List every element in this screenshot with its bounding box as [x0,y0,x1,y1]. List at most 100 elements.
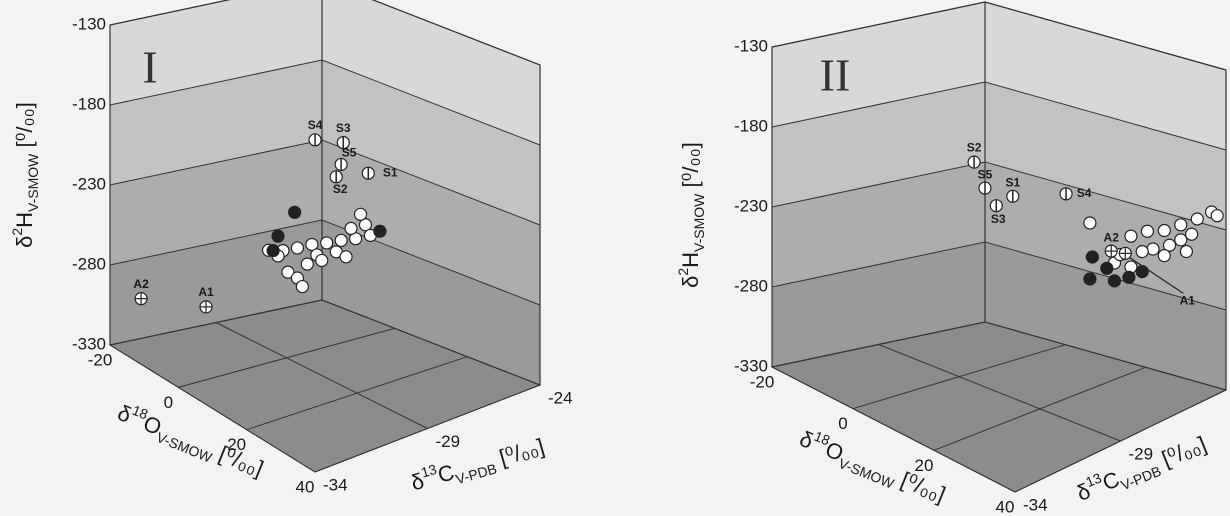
axis-label-part: H [12,212,37,228]
point-marker [300,257,314,271]
point-label: S4 [308,118,323,132]
point-marker [339,250,353,264]
point-marker [271,229,285,243]
point [1122,270,1136,284]
y-tick-label: -34 [1023,495,1048,514]
point [339,250,353,264]
point-marker [1140,224,1155,238]
point-marker [1157,223,1171,238]
panel-label: II [820,50,851,101]
point [1059,187,1073,201]
point [967,155,981,169]
point [1135,264,1149,279]
left-wall-band [110,140,322,265]
z-tick-label: -330 [72,334,106,353]
x-tick-label: 20 [915,456,934,475]
axis-label-part: H [678,252,703,268]
grid-line [771,366,1016,493]
point [288,205,302,219]
point-label: S4 [1077,186,1092,200]
point [1107,274,1122,288]
point [1083,216,1097,230]
grid-line [984,321,1227,391]
point [1135,244,1149,259]
point-label: A1 [1180,293,1196,307]
z-tick-label: -130 [734,36,768,55]
point [1174,233,1188,247]
point [978,181,992,195]
grid-line [878,344,1121,442]
point-label: S3 [991,212,1006,226]
point [361,166,375,180]
point [1118,246,1132,260]
grid-line [771,161,1227,231]
wall-outline [109,0,541,385]
grid-line [109,59,541,146]
leader-line [1128,256,1184,294]
axis-label-part: 13 [1083,469,1104,490]
axis-label-part: [⁰/₀₀] [12,102,37,154]
point [336,135,350,150]
point [334,157,348,172]
point-label: S1 [1005,175,1020,189]
grid-line [109,219,541,306]
axis-label-part: V-SMOW [25,153,41,212]
point-marker [1157,249,1171,263]
point-label: S5 [978,167,993,181]
point [1157,223,1171,238]
point-marker [281,265,295,279]
grid-line [109,139,541,226]
point-marker [1085,250,1099,264]
point [295,279,309,294]
z-tick-label: -280 [734,276,768,295]
axis-label: δ2HV-SMOW [⁰/₀₀] [9,102,41,248]
z-tick-label: -180 [734,116,768,135]
axis-label-part: 2 [9,228,25,236]
point-marker [1179,244,1194,259]
point-marker [1210,209,1224,223]
z-tick-label: -130 [72,14,106,33]
point [358,218,373,232]
point [344,221,358,236]
axis-label-part: V-SMOW [691,193,707,252]
point-marker [353,207,368,221]
point-marker [320,236,334,250]
axis-label-part: 18 [130,402,151,423]
x-tick-label: 40 [296,477,315,496]
right-wall-band [322,220,540,385]
point-marker [1083,272,1097,286]
point [353,207,368,221]
point-marker [1100,261,1114,275]
axis-label-part: [⁰/₀₀] [678,142,703,194]
grid-line [771,81,1227,151]
point-label: S2 [333,182,348,196]
point-marker [1146,242,1160,256]
point [1140,224,1155,238]
point [271,229,285,243]
point-marker [1124,229,1138,243]
point [1104,244,1118,258]
grid-line [321,299,541,386]
point-label: S3 [336,121,351,135]
point-marker [358,218,373,232]
right-wall-band [322,140,540,305]
point [308,133,322,147]
point [290,241,305,255]
point-marker [334,233,348,248]
grid-line [109,0,541,66]
point [1210,209,1224,223]
left-wall-band [772,242,985,367]
left-wall-band [772,2,985,127]
point-marker [1107,274,1122,288]
x-tick-label: 40 [996,497,1015,516]
point [266,244,280,258]
z-tick-label: -280 [72,254,106,273]
point [134,292,148,306]
point-marker [315,253,329,268]
axis-label-part: 2 [675,268,691,276]
right-wall-band [985,162,1226,310]
x-tick-label: -20 [88,350,113,369]
point [1174,218,1188,232]
left-wall-band [110,0,322,105]
